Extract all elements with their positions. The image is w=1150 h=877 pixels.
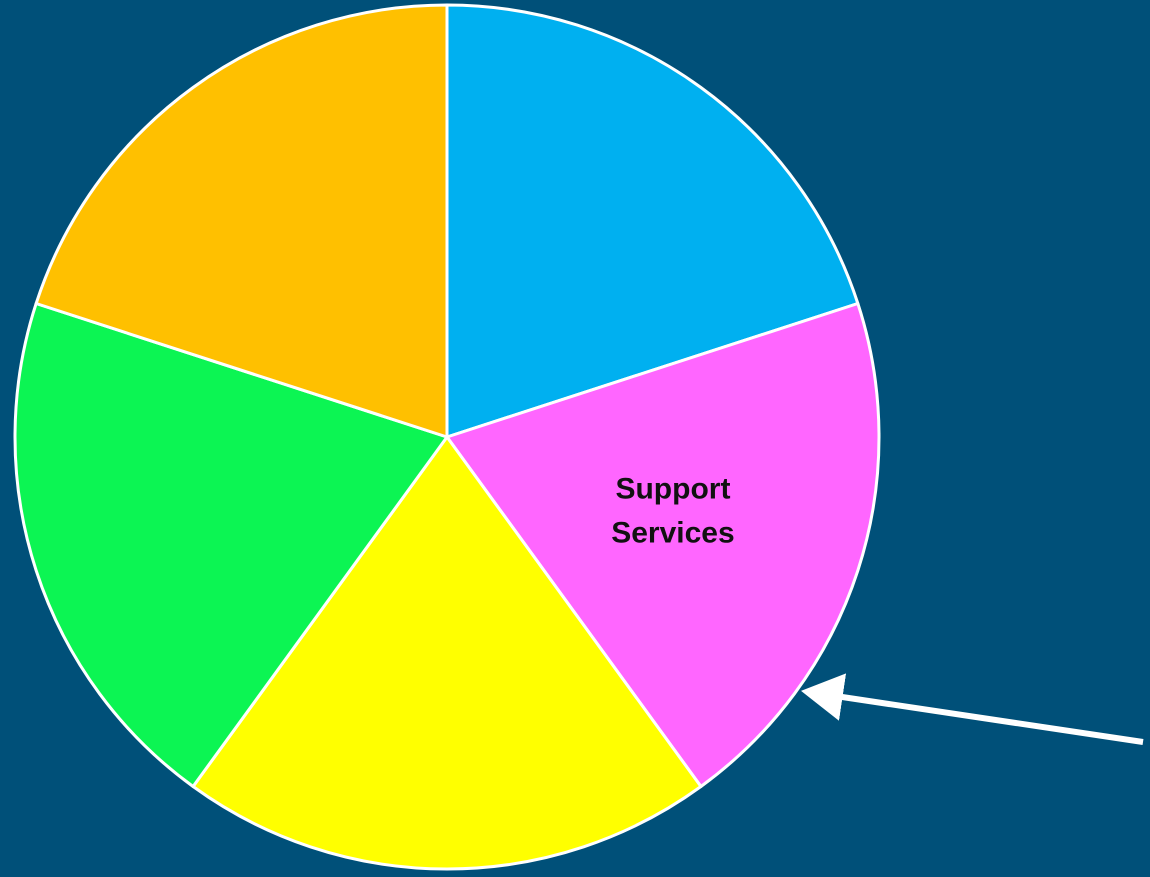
pie-slice-5 <box>34 3 449 439</box>
slice-label-line: Support <box>615 472 730 505</box>
pie-slice-4 <box>13 302 449 788</box>
slice-label-line: Services <box>611 516 734 549</box>
pie-labels: Support Services <box>611 472 734 549</box>
pie-slice-2 <box>445 302 881 788</box>
pie-slice-1 <box>445 3 860 439</box>
pie-slice-3 <box>191 435 703 871</box>
callout-arrow-icon <box>801 673 1144 745</box>
slice-label-2: Support Services <box>611 472 734 549</box>
pie-slices <box>13 3 881 871</box>
